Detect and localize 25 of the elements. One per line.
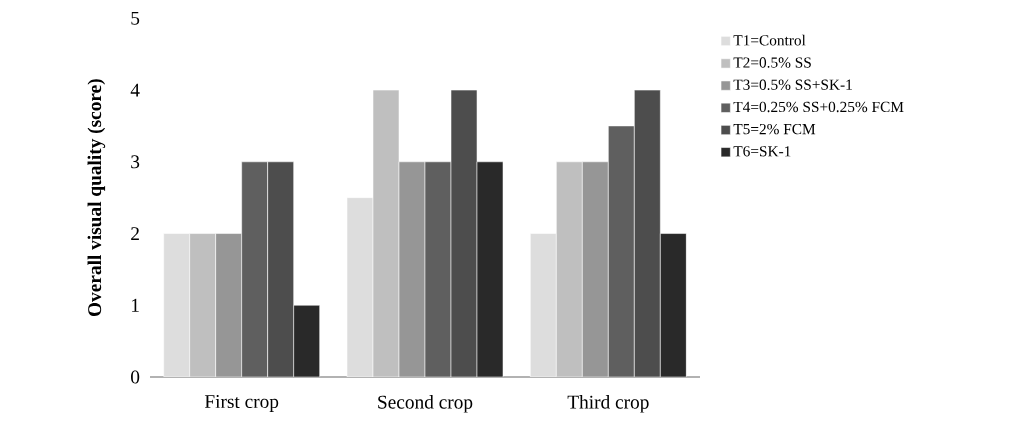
bar bbox=[634, 89, 661, 377]
bar bbox=[608, 125, 635, 377]
bar bbox=[267, 161, 294, 377]
x-tick-label: First crop bbox=[204, 395, 279, 412]
legend-label: T5=2% FCM bbox=[733, 123, 816, 135]
bar bbox=[450, 89, 478, 377]
bar bbox=[241, 161, 268, 377]
x-tick-label: Third crop bbox=[567, 395, 649, 413]
bar bbox=[476, 161, 504, 377]
legend-label: T2=0.5% SS bbox=[733, 57, 811, 68]
y-axis-title: Overall visual quality (score) bbox=[87, 79, 106, 317]
legend-label: T1=Control bbox=[733, 34, 806, 46]
bar bbox=[293, 305, 320, 377]
y-tick-label: 1 bbox=[131, 298, 139, 312]
bar bbox=[660, 233, 687, 377]
y-tick-label: 2 bbox=[131, 227, 139, 240]
bar bbox=[424, 161, 452, 377]
x-tick-label: Second crop bbox=[378, 395, 473, 413]
y-tick-label: 0 bbox=[131, 370, 140, 384]
legend-label: T4=0.25% SS+0.25% FCM bbox=[733, 101, 904, 113]
y-tick-label: 3 bbox=[131, 155, 140, 169]
legend-label: T3=0.5% SS+SK-1 bbox=[733, 79, 852, 90]
y-tick-label: 4 bbox=[130, 83, 140, 97]
legend-label: T6=SK-1 bbox=[733, 146, 791, 157]
y-tick-label: 5 bbox=[131, 11, 140, 25]
